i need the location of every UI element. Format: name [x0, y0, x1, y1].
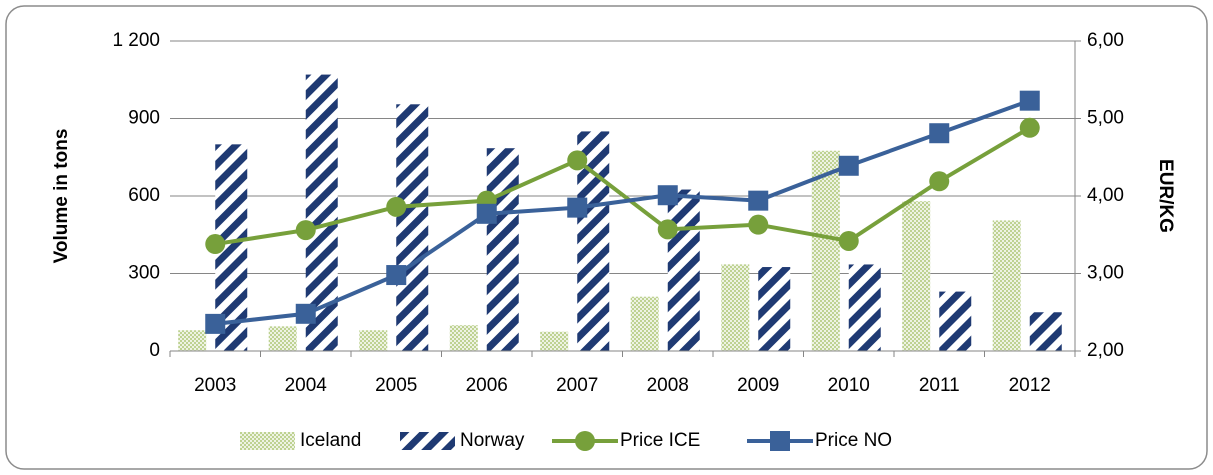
marker — [838, 230, 859, 251]
x-tick-label: 2008 — [647, 375, 689, 396]
bar — [359, 330, 388, 351]
x-tick-label: 2006 — [466, 375, 508, 396]
bar — [486, 148, 519, 351]
x-tick-label: 2011 — [919, 375, 960, 396]
legend-swatch — [240, 432, 295, 450]
marker — [567, 197, 588, 218]
legend-swatch — [770, 431, 790, 451]
legend-label: Price NO — [815, 430, 892, 451]
marker — [929, 171, 950, 192]
y-tick-label: 0 — [149, 340, 160, 361]
marker — [657, 185, 678, 206]
marker — [567, 150, 588, 171]
bar — [268, 326, 297, 351]
bar — [667, 189, 700, 351]
marker — [205, 234, 226, 255]
y2-tick-label: 3,00 — [1087, 263, 1124, 284]
bar — [992, 220, 1021, 351]
x-tick-label: 2009 — [737, 375, 779, 396]
bar — [630, 296, 659, 351]
marker — [295, 303, 316, 324]
bar — [811, 150, 840, 351]
marker — [386, 196, 407, 217]
marker — [205, 313, 226, 334]
y-tick-label: 600 — [128, 185, 160, 206]
marker — [929, 123, 950, 144]
y-tick-label: 900 — [128, 108, 160, 129]
marker — [1019, 90, 1040, 111]
y2-axis-title: EUR/KG — [1155, 159, 1176, 233]
x-tick-label: 2004 — [285, 375, 328, 396]
y2-tick-label: 4,00 — [1087, 185, 1124, 206]
y2-tick-label: 6,00 — [1087, 30, 1124, 51]
line — [215, 98, 1031, 326]
x-tick-label: 2003 — [194, 375, 236, 396]
legend-label: Norway — [460, 430, 525, 451]
bar — [449, 325, 478, 351]
bar — [939, 291, 972, 351]
marker — [476, 203, 497, 224]
bar — [758, 267, 791, 351]
line — [214, 126, 1031, 247]
legend-swatch — [575, 431, 595, 451]
bar — [178, 330, 207, 351]
bar — [902, 201, 931, 351]
bar — [848, 264, 881, 351]
marker — [295, 220, 316, 241]
bar — [540, 331, 569, 351]
marker — [748, 214, 769, 235]
marker — [748, 190, 769, 211]
y2-tick-label: 2,00 — [1087, 340, 1124, 361]
legend-swatch — [400, 432, 455, 450]
y-axis-title: Volume in tons — [51, 129, 72, 264]
bar — [721, 264, 750, 351]
y2-tick-label: 5,00 — [1087, 108, 1124, 129]
x-tick-label: 2005 — [375, 375, 417, 396]
x-tick-label: 2010 — [828, 375, 870, 396]
bar — [1029, 312, 1062, 351]
marker — [838, 155, 859, 176]
marker — [386, 265, 407, 286]
marker — [657, 219, 678, 240]
bar — [396, 104, 429, 352]
x-tick-label: 2007 — [556, 375, 598, 396]
x-tick-label: 2012 — [1009, 375, 1051, 396]
legend-label: Iceland — [300, 430, 361, 451]
marker — [1019, 117, 1040, 138]
legend-label: Price ICE — [620, 430, 700, 451]
y-tick-label: 1 200 — [112, 30, 160, 51]
y-tick-label: 300 — [128, 263, 160, 284]
